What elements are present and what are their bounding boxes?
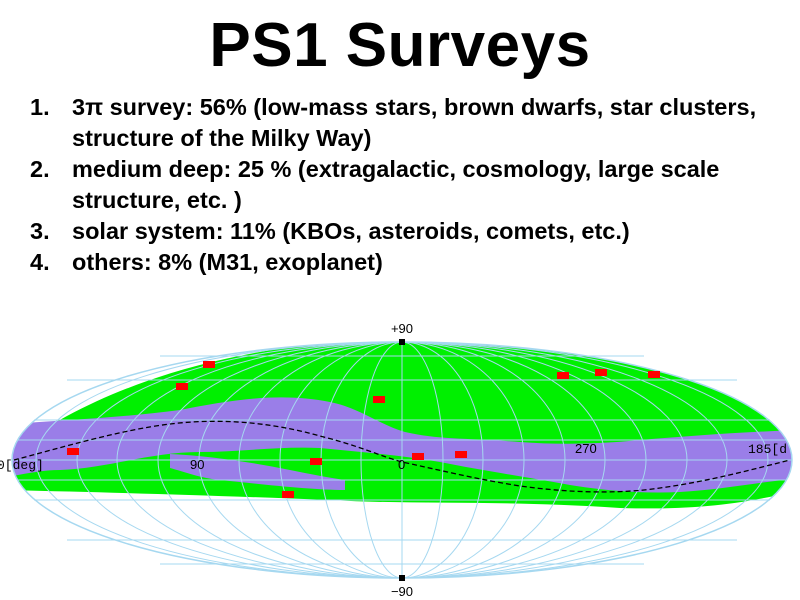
list-text: solar system: 11% (KBOs, asteroids, come… xyxy=(72,218,630,244)
north-pole-label: +90 xyxy=(391,321,413,336)
list-text: medium deep: 25 % (extragalactic, cosmol… xyxy=(72,156,720,213)
south-pole-label: −90 xyxy=(391,584,413,599)
list-number: 3. xyxy=(30,218,50,244)
medium-deep-fields xyxy=(67,361,660,498)
lon-left-label: 0[deg] xyxy=(0,458,44,473)
sky-coverage-map: +90 −90 0[deg] 90 0 270 185[d xyxy=(0,321,793,599)
field-marker xyxy=(282,491,294,498)
list-text: 3π survey: 56% (low-mass stars, brown dw… xyxy=(72,94,757,151)
pole-tick xyxy=(399,339,405,345)
lon-0-label: 0 xyxy=(398,457,405,472)
field-marker xyxy=(648,371,660,378)
list-item: 4. others: 8% (M31, exoplanet) xyxy=(30,247,780,278)
field-marker xyxy=(310,458,322,465)
slide-title: PS1 Surveys xyxy=(209,11,591,80)
list-number: 1. xyxy=(30,94,50,120)
pole-markers xyxy=(399,339,405,581)
lon-90-label: 90 xyxy=(190,457,204,472)
milky-way-band xyxy=(12,397,792,493)
milky-way-band-lower xyxy=(170,454,345,490)
field-marker xyxy=(412,453,424,460)
field-marker xyxy=(176,383,188,390)
field-marker xyxy=(595,369,607,376)
ecliptic-line xyxy=(13,420,791,493)
field-marker xyxy=(557,372,569,379)
lon-right-label: 185[d xyxy=(748,442,787,457)
lon-270-label: 270 xyxy=(575,441,597,456)
pole-tick xyxy=(399,575,405,581)
list-number: 2. xyxy=(30,156,50,182)
survey-list: 1. 3π survey: 56% (low-mass stars, brown… xyxy=(30,92,780,278)
list-item: 3. solar system: 11% (KBOs, asteroids, c… xyxy=(30,216,780,247)
list-text: others: 8% (M31, exoplanet) xyxy=(72,249,383,275)
list-item: 2. medium deep: 25 % (extragalactic, cos… xyxy=(30,154,780,216)
field-marker xyxy=(455,451,467,458)
list-item: 1. 3π survey: 56% (low-mass stars, brown… xyxy=(30,92,780,154)
field-marker xyxy=(203,361,215,368)
field-marker xyxy=(67,448,79,455)
field-marker xyxy=(373,396,385,403)
list-number: 4. xyxy=(30,249,50,275)
